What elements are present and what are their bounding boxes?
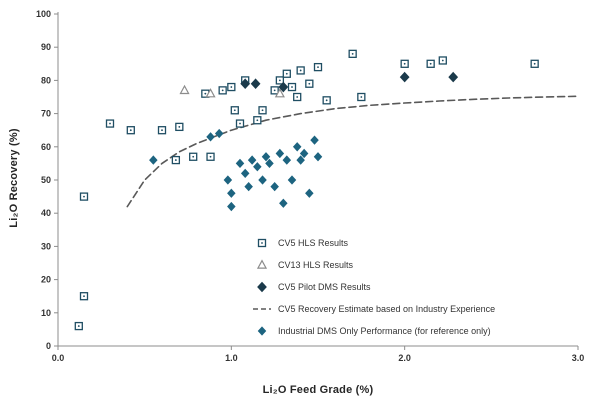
data-point xyxy=(230,86,233,88)
legend-item-label: CV5 Pilot DMS Results xyxy=(278,282,371,292)
data-point xyxy=(292,142,302,152)
data-point xyxy=(429,62,432,65)
data-point xyxy=(265,158,274,169)
data-point xyxy=(285,72,288,75)
data-point xyxy=(299,69,302,72)
data-point xyxy=(253,162,262,172)
data-point xyxy=(149,155,158,165)
legend-marker-filled-diamond xyxy=(257,281,267,293)
data-point xyxy=(287,175,297,185)
data-point xyxy=(274,88,285,98)
data-point xyxy=(239,122,241,125)
data-point xyxy=(275,148,285,159)
estimate-curve xyxy=(126,95,579,208)
data-point xyxy=(296,96,299,98)
data-point xyxy=(83,195,85,198)
data-point xyxy=(240,168,250,179)
data-point xyxy=(129,129,132,132)
data-point xyxy=(244,181,253,192)
x-tick-label: 2.0 xyxy=(398,353,411,363)
data-point xyxy=(279,198,288,208)
data-point xyxy=(399,71,410,83)
legend-item-label: CV13 HLS Results xyxy=(278,260,354,270)
y-tick-label: 60 xyxy=(41,142,51,152)
legend: CV5 HLS Results CV13 HLS Results CV5 Pilot… xyxy=(253,238,495,336)
data-point xyxy=(178,125,181,128)
data-point xyxy=(351,52,354,55)
data-point xyxy=(227,201,236,212)
data-point xyxy=(179,84,190,95)
data-point xyxy=(192,155,195,158)
y-tick-label: 80 xyxy=(41,75,51,85)
data-point xyxy=(221,89,224,92)
data-point xyxy=(403,62,406,65)
data-point xyxy=(77,325,80,327)
data-point xyxy=(250,78,261,90)
legend-marker-open-triangle xyxy=(256,259,268,269)
data-point xyxy=(305,188,314,198)
data-point xyxy=(308,82,311,85)
y-tick-label: 90 xyxy=(41,42,51,52)
data-point xyxy=(214,128,224,139)
data-point xyxy=(313,152,323,162)
legend-marker-filled-dot xyxy=(257,326,267,336)
data-point xyxy=(299,148,309,159)
data-point xyxy=(204,92,207,95)
y-tick-label: 20 xyxy=(41,275,51,285)
data-point xyxy=(258,175,267,185)
data-point xyxy=(282,155,292,165)
data-point xyxy=(174,159,177,161)
x-tick-label: 3.0 xyxy=(572,353,585,363)
data-point xyxy=(161,129,163,132)
data-point xyxy=(441,59,444,62)
data-point xyxy=(296,155,305,165)
data-point xyxy=(233,109,236,112)
y-tick-label: 50 xyxy=(41,175,51,185)
data-point xyxy=(256,119,259,122)
data-point xyxy=(235,158,245,169)
legend-item-label: CV5 Recovery Estimate based on Industry … xyxy=(278,304,495,314)
y-axis-label: Li₂O Recovery (%) xyxy=(8,128,20,228)
data-point xyxy=(205,88,216,98)
y-tick-label: 100 xyxy=(36,9,51,19)
y-tick-label: 0 xyxy=(46,341,51,351)
data-point xyxy=(317,66,319,69)
legend-item-label: CV5 HLS Results xyxy=(278,238,349,248)
data-point xyxy=(325,99,328,102)
data-point xyxy=(227,188,236,198)
data-point xyxy=(223,175,233,185)
x-tick-label: 1.0 xyxy=(225,353,238,363)
data-point xyxy=(247,155,257,165)
data-point xyxy=(291,86,293,88)
x-axis-label: Li₂O Feed Grade (%) xyxy=(262,384,374,396)
data-point xyxy=(273,89,276,92)
data-point xyxy=(448,71,459,83)
data-point xyxy=(83,295,85,298)
data-point xyxy=(261,152,271,162)
data-point xyxy=(533,62,536,65)
data-point xyxy=(209,155,212,158)
data-point xyxy=(270,181,279,192)
data-point xyxy=(261,109,264,112)
data-point xyxy=(360,96,363,98)
y-tick-label: 10 xyxy=(41,308,51,318)
data-point xyxy=(310,135,319,145)
x-tick-label: 0.0 xyxy=(52,353,65,363)
data-point xyxy=(240,78,251,90)
y-tick-label: 40 xyxy=(41,208,51,218)
y-tick-label: 70 xyxy=(41,109,51,119)
legend-item-label: Industrial DMS Only Performance (for ref… xyxy=(278,326,491,336)
data-point xyxy=(109,122,111,125)
y-tick-label: 30 xyxy=(41,241,51,251)
legend-marker-open-square xyxy=(261,242,263,244)
data-point xyxy=(278,79,281,82)
data-point xyxy=(206,132,215,142)
data-point xyxy=(278,81,289,93)
